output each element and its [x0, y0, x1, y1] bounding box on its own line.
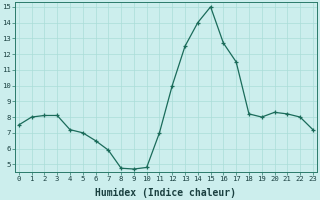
- X-axis label: Humidex (Indice chaleur): Humidex (Indice chaleur): [95, 188, 236, 198]
